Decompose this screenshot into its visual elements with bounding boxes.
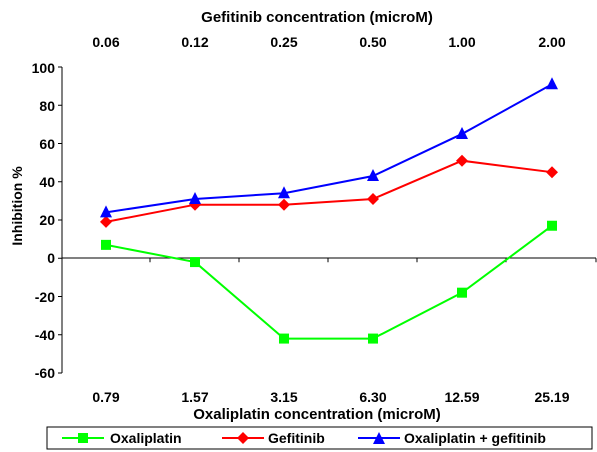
legend-marker-combination <box>373 432 385 444</box>
bottom-axis-title: Oxaliplatin concentration (microM) <box>193 406 441 423</box>
top-tick-label: 1.00 <box>448 34 475 50</box>
y-tick-label: 100 <box>32 60 56 76</box>
series-line <box>105 83 553 214</box>
data-point <box>100 215 112 228</box>
x-tick-marks <box>61 258 597 263</box>
bottom-tick-label: 25.19 <box>534 389 569 405</box>
y-tick-label: 60 <box>39 136 55 152</box>
data-point <box>546 166 558 179</box>
data-point <box>546 77 558 90</box>
y-tick-label: 40 <box>39 174 55 190</box>
top-tick-labels: 0.06 0.12 0.25 0.50 1.00 2.00 <box>92 34 565 50</box>
y-tick-label: 0 <box>47 250 55 266</box>
series-line <box>105 159 553 223</box>
bottom-tick-label: 3.15 <box>270 389 297 405</box>
data-point <box>368 333 378 344</box>
data-point <box>190 257 200 268</box>
data-point <box>279 333 289 344</box>
data-point <box>456 154 468 167</box>
y-tick-label: 80 <box>39 98 55 114</box>
top-tick-label: 0.06 <box>92 34 119 50</box>
series-layer <box>100 77 558 344</box>
y-axis-title: Inhibition % <box>9 166 25 246</box>
y-tick-label: -20 <box>35 289 55 305</box>
bottom-tick-label: 12.59 <box>444 389 479 405</box>
series-line <box>105 224 553 340</box>
y-tick-label: 20 <box>39 212 55 228</box>
legend-marker-gefitinib <box>237 432 249 444</box>
data-point <box>547 220 557 231</box>
data-point <box>100 205 112 218</box>
top-axis-title: Gefitinib concentration (microM) <box>201 9 433 26</box>
y-tick-label: -60 <box>35 365 55 381</box>
data-point <box>189 191 201 204</box>
bottom-tick-labels: 0.79 1.57 3.15 6.30 12.59 25.19 <box>92 389 569 405</box>
data-point <box>456 126 468 139</box>
top-tick-label: 0.12 <box>181 34 208 50</box>
top-tick-label: 2.00 <box>538 34 565 50</box>
data-point <box>278 198 290 211</box>
data-point <box>457 287 467 298</box>
y-tick-marks <box>58 66 62 374</box>
y-tick-label: -40 <box>35 327 55 343</box>
data-point <box>278 186 290 199</box>
bottom-tick-label: 0.79 <box>92 389 119 405</box>
data-point <box>101 239 111 250</box>
data-point <box>367 192 379 205</box>
top-tick-label: 0.50 <box>359 34 386 50</box>
legend-marker-oxaliplatin <box>78 433 88 443</box>
data-point <box>367 169 379 182</box>
top-tick-label: 0.25 <box>270 34 297 50</box>
legend-label-gefitinib: Gefitinib <box>268 430 325 446</box>
bottom-tick-label: 6.30 <box>359 389 386 405</box>
legend-box <box>46 426 593 450</box>
legend-label-oxaliplatin: Oxaliplatin <box>110 430 182 446</box>
legend: Oxaliplatin Gefitinib Oxaliplatin + gefi… <box>46 426 593 450</box>
y-tick-labels: 100 80 60 40 20 0 -20 -40 -60 <box>32 60 56 381</box>
legend-label-combination: Oxaliplatin + gefitinib <box>404 430 546 446</box>
bottom-tick-label: 1.57 <box>181 389 208 405</box>
